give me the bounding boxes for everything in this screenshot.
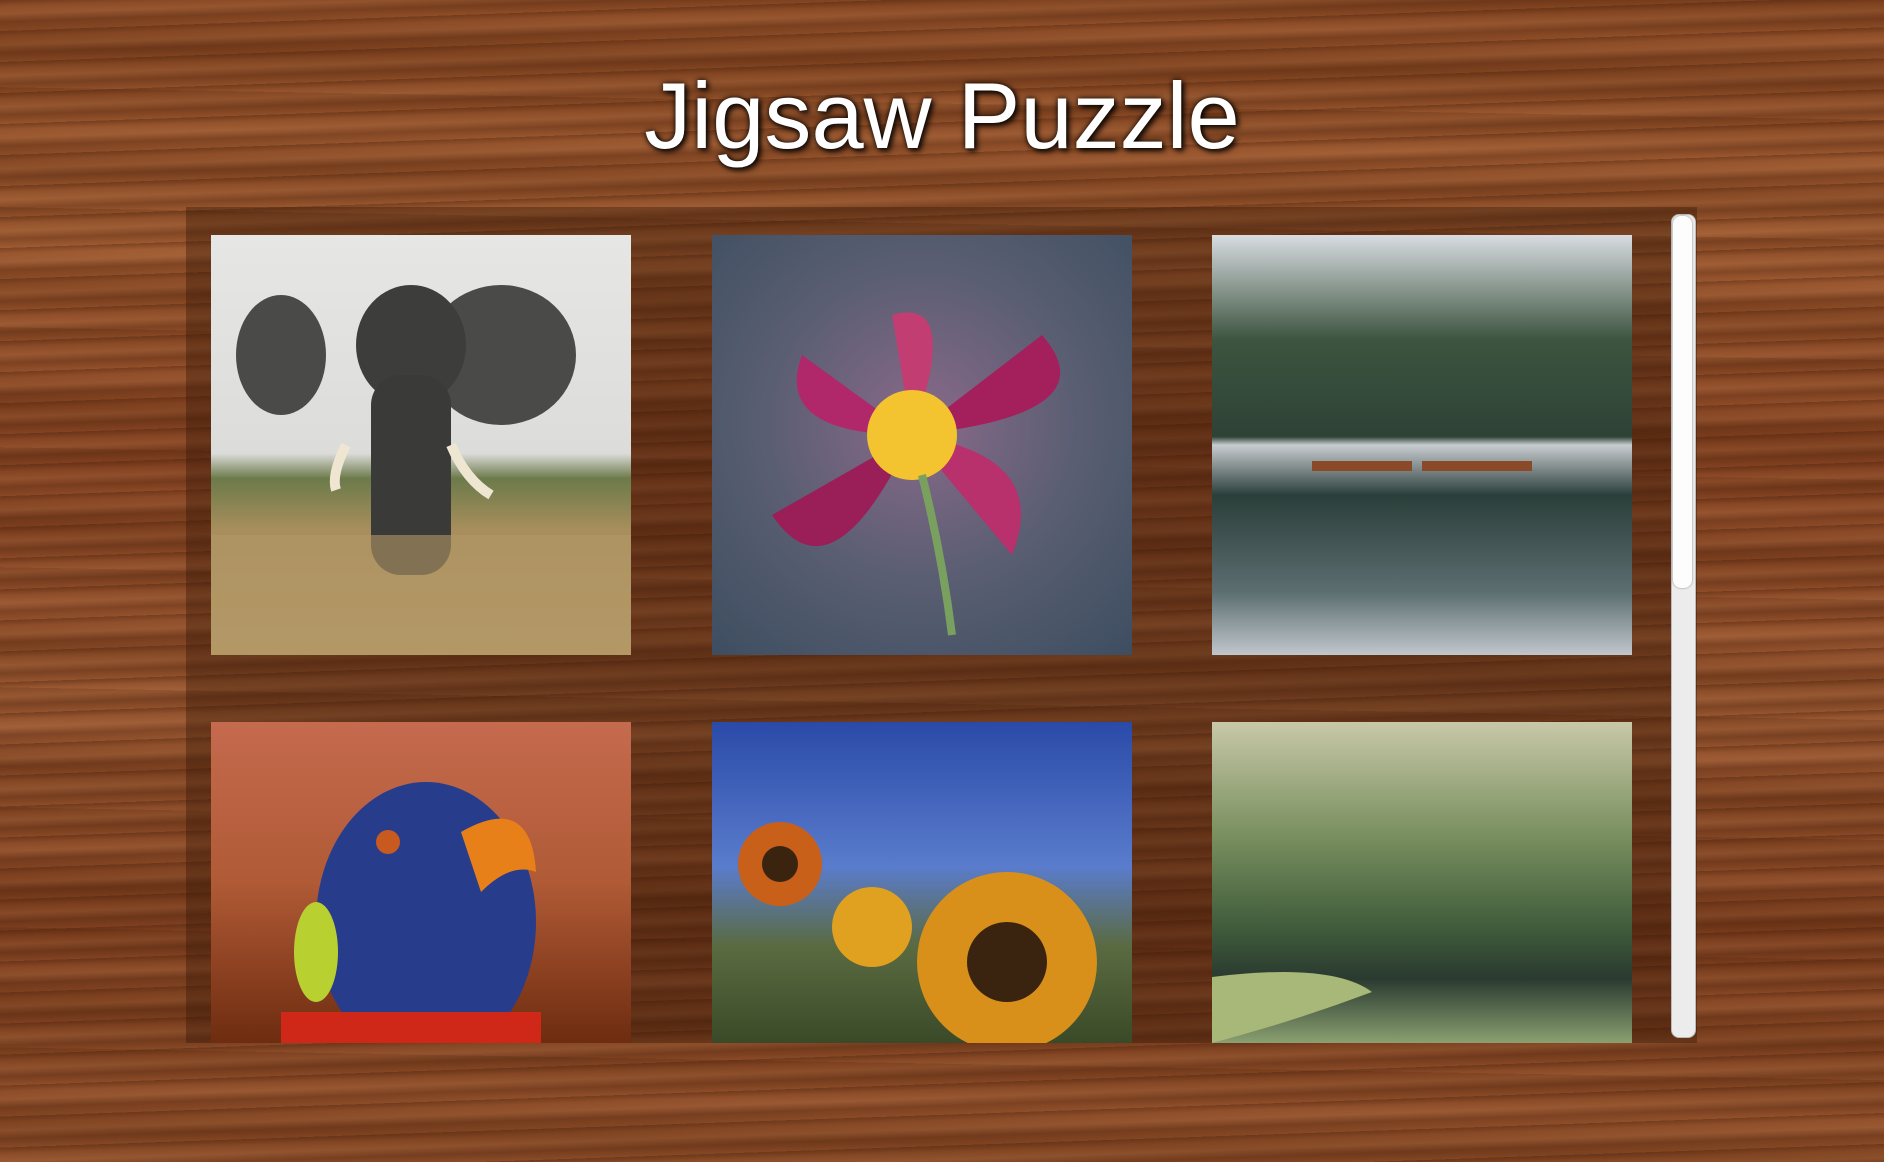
puzzle-image[interactable] — [712, 722, 1132, 1043]
puzzle-gallery — [186, 207, 1697, 1043]
game-title: Jigsaw Puzzle — [644, 63, 1240, 168]
image-art — [1212, 972, 1372, 1043]
image-art — [772, 312, 1061, 636]
image-art — [281, 782, 541, 1043]
puzzle-image[interactable] — [1212, 235, 1632, 655]
scrollbar-thumb[interactable] — [1673, 216, 1692, 588]
image-art — [1312, 461, 1532, 471]
image-art — [211, 285, 631, 655]
puzzle-image[interactable] — [211, 722, 631, 1043]
puzzle-image[interactable] — [211, 235, 631, 655]
image-art — [738, 822, 1097, 1043]
puzzle-image[interactable] — [1212, 722, 1632, 1043]
puzzle-image[interactable] — [712, 235, 1132, 655]
